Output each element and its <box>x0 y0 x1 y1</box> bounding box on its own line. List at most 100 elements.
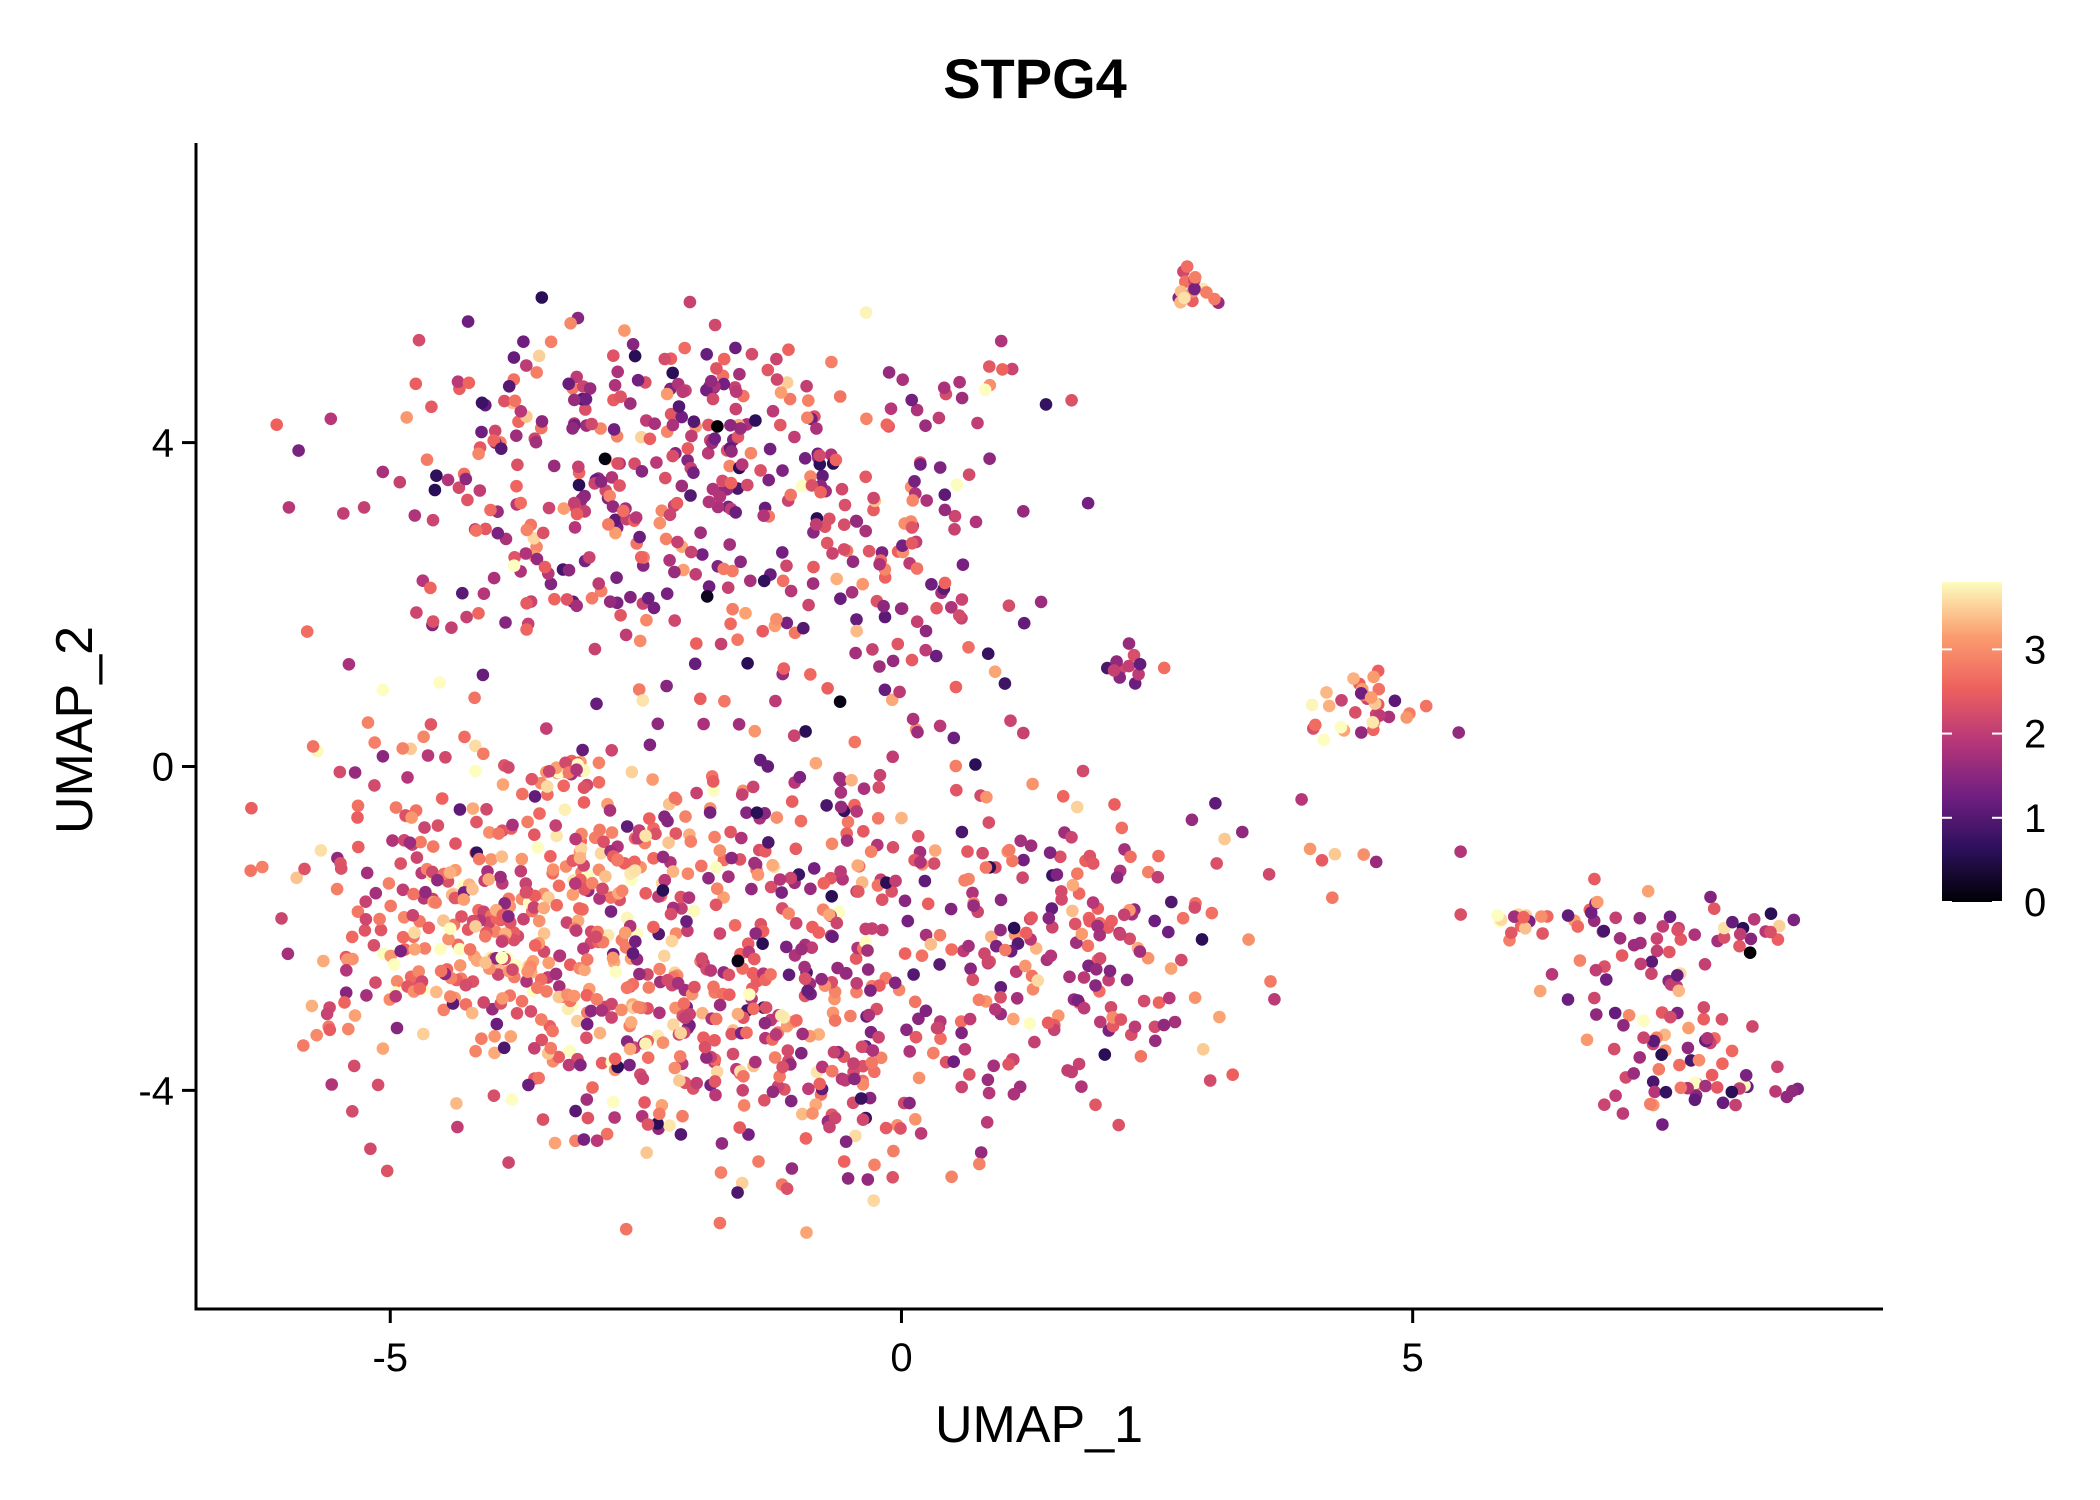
cell-point <box>507 559 521 572</box>
cell-point <box>981 1073 995 1087</box>
cell-point <box>441 473 455 487</box>
cell-point <box>744 446 758 460</box>
cell-point <box>1588 991 1601 1005</box>
cell-point <box>535 291 549 304</box>
cell-point <box>780 559 793 573</box>
cell-point <box>570 507 584 521</box>
cell-point <box>514 864 528 878</box>
cell-point <box>647 852 660 865</box>
cell-point <box>969 758 982 771</box>
cell-point <box>718 694 731 708</box>
cell-point <box>1115 821 1129 835</box>
cell-point <box>945 943 958 956</box>
cell-point <box>709 1012 723 1026</box>
cell-point <box>750 806 764 819</box>
cell-point <box>785 795 799 808</box>
cell-point <box>1652 1063 1666 1076</box>
cell-point <box>873 558 886 571</box>
cell-point <box>927 1046 940 1060</box>
cell-point <box>762 473 775 487</box>
cell-point <box>1682 1021 1695 1035</box>
cell-point <box>394 944 408 958</box>
cell-point <box>653 962 666 976</box>
cell-point <box>713 844 727 857</box>
cell-point <box>633 634 647 648</box>
cell-point <box>351 799 365 813</box>
cell-point <box>770 352 783 366</box>
cell-point <box>532 914 546 928</box>
cell-point <box>386 834 399 847</box>
cell-point <box>445 621 458 634</box>
cell-point <box>608 1052 622 1066</box>
cell-point <box>1081 496 1095 510</box>
cell-point <box>674 1128 688 1141</box>
cell-point <box>985 930 998 944</box>
cell-point <box>825 890 838 903</box>
cell-point <box>498 897 512 910</box>
cell-point <box>759 1001 773 1014</box>
cell-point <box>998 677 1012 690</box>
cell-point <box>1317 733 1331 747</box>
cell-point <box>610 571 623 584</box>
cell-point <box>849 952 863 965</box>
cell-point <box>1093 952 1107 965</box>
cell-point <box>479 522 492 536</box>
cell-point <box>679 810 692 823</box>
cell-point <box>643 738 657 752</box>
cell-point <box>774 418 787 432</box>
cell-point <box>688 980 701 994</box>
cell-point <box>1188 271 1202 284</box>
cell-point <box>891 637 905 651</box>
cell-point <box>713 927 727 940</box>
cell-point <box>903 1096 916 1110</box>
cell-point <box>1367 670 1380 684</box>
cell-point <box>521 965 534 978</box>
cell-point <box>956 558 970 571</box>
cell-point <box>517 335 530 349</box>
cell-point <box>848 1072 861 1086</box>
cell-point <box>840 834 854 847</box>
cell-point <box>469 764 482 778</box>
cell-point <box>795 1046 808 1060</box>
cell-point <box>479 956 492 970</box>
cell-point <box>816 469 829 483</box>
cell-point <box>569 1104 582 1118</box>
cell-point <box>1633 1051 1646 1064</box>
cell-point <box>1205 906 1219 920</box>
cell-point <box>538 560 552 574</box>
cell-point <box>648 417 661 431</box>
cell-point <box>510 429 523 443</box>
cell-point <box>805 941 819 954</box>
cell-point <box>1188 901 1202 914</box>
cell-point <box>1645 967 1658 980</box>
cell-point <box>340 964 353 977</box>
cell-point <box>1044 949 1058 963</box>
cell-point <box>473 484 487 497</box>
cell-point <box>342 658 356 671</box>
cell-point <box>770 373 784 386</box>
cell-point <box>606 951 620 965</box>
cell-point <box>548 1136 562 1150</box>
cell-point <box>435 792 449 805</box>
cell-point <box>758 1094 771 1107</box>
cell-point <box>1698 958 1712 971</box>
cell-point <box>290 871 303 885</box>
cell-point <box>495 935 509 948</box>
y-ticks: -4 0 4 <box>138 422 196 1113</box>
cell-point <box>757 574 771 588</box>
cell-point <box>684 545 698 559</box>
cell-point <box>809 518 823 531</box>
cell-point <box>1673 1058 1686 1072</box>
colorbar-tick-label: 3 <box>2024 628 2046 672</box>
cell-point <box>859 524 872 538</box>
cell-point <box>519 886 533 899</box>
cell-point <box>628 349 642 363</box>
cell-point <box>358 924 372 937</box>
cell-point <box>799 725 812 738</box>
cell-point <box>453 942 467 956</box>
cell-point <box>909 1030 923 1044</box>
cell-point <box>906 494 919 507</box>
cell-point <box>577 1133 591 1146</box>
cell-point <box>666 366 679 380</box>
cell-point <box>944 902 958 916</box>
